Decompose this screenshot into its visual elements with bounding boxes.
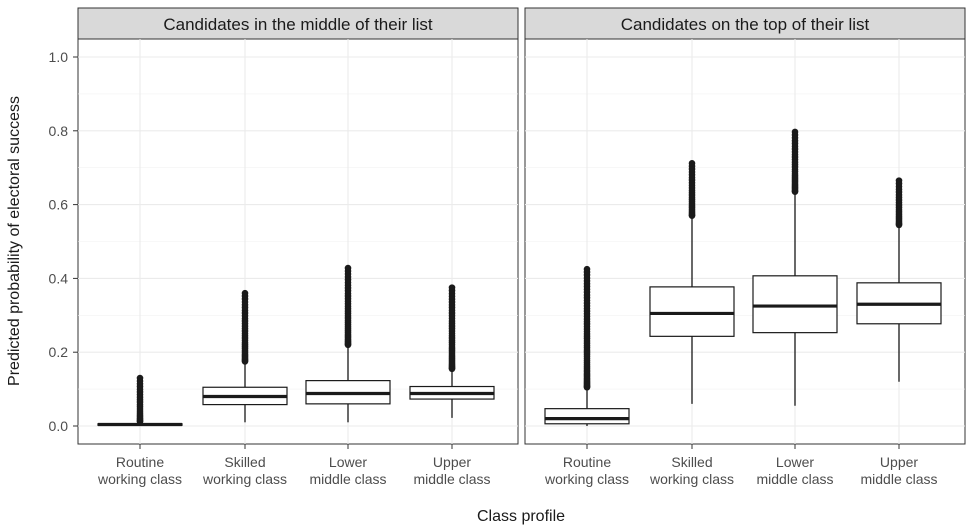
x-tick-label: middle class: [860, 471, 937, 487]
outlier-point: [344, 264, 352, 272]
box-body: [752, 275, 838, 334]
panel-title: Candidates in the middle of their list: [163, 15, 433, 34]
x-tick-label: Lower: [329, 454, 367, 470]
boxes: [97, 264, 495, 427]
outlier-point: [241, 289, 249, 297]
x-tick-label: middle class: [413, 471, 490, 487]
y-axis: 0.0 0.2 0.4 0.6 0.8 1.0: [49, 49, 78, 434]
outlier-point: [136, 374, 144, 382]
box: [856, 177, 942, 382]
strip-background: [77, 7, 519, 40]
panel-top-of-list: Candidates on the top of their list: [524, 7, 966, 445]
strip-background: [524, 7, 966, 40]
panel-title: Candidates on the top of their list: [621, 15, 870, 34]
box-body: [649, 286, 735, 337]
x-tick-label: Routine: [116, 454, 164, 470]
box: [752, 128, 838, 406]
panel-middle-of-list: Candidates in the middle of their list: [77, 7, 519, 445]
y-tick-label: 0.2: [49, 344, 69, 360]
y-tick-label: 0.0: [49, 418, 69, 434]
x-tick-label: Skilled: [224, 454, 265, 470]
x-tick-label: Skilled: [671, 454, 712, 470]
box: [305, 264, 391, 423]
box: [544, 265, 630, 426]
outlier-point: [688, 159, 696, 167]
outlier-point: [448, 284, 456, 291]
outlier-point: [895, 177, 903, 184]
box: [649, 159, 735, 404]
box: [97, 374, 183, 427]
x-tick-label: middle class: [309, 471, 386, 487]
box-body: [544, 408, 630, 425]
x-tick-label: working class: [649, 471, 734, 487]
x-tick-label: Upper: [880, 454, 918, 470]
x-tick-label: Routine: [563, 454, 611, 470]
x-tick-label: Upper: [433, 454, 471, 470]
outlier-point: [791, 128, 799, 136]
y-tick-label: 0.4: [49, 270, 69, 286]
x-tick-label: working class: [202, 471, 287, 487]
x-tick-label: middle class: [756, 471, 833, 487]
x-tick-label: working class: [97, 471, 182, 487]
boxes: [544, 128, 942, 426]
y-tick-label: 0.6: [49, 197, 69, 213]
y-axis-title: Predicted probability of electoral succe…: [6, 96, 23, 386]
y-tick-label: 0.8: [49, 123, 69, 139]
x-axis-title: Class profile: [477, 508, 565, 525]
x-tick-label: working class: [544, 471, 629, 487]
y-tick-label: 1.0: [49, 49, 69, 65]
outlier-point: [583, 265, 591, 273]
box: [409, 284, 495, 418]
x-tick-label: Lower: [776, 454, 814, 470]
box: [202, 289, 288, 423]
